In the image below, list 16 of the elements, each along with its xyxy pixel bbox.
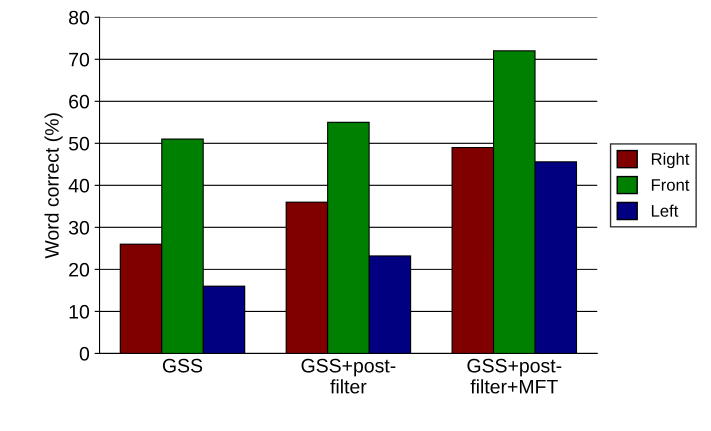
- x-tick-label: GSS: [162, 358, 202, 373]
- y-tick-label: 10: [70, 304, 90, 319]
- y-axis-title: Word correct (%): [44, 113, 63, 259]
- y-tick-label: 40: [68, 178, 90, 193]
- y-tick-label: 70: [69, 52, 90, 66]
- y-tick-label: 30: [68, 220, 90, 235]
- y-tick-label: 50: [68, 136, 90, 151]
- legend-label: Right: [652, 152, 690, 168]
- y-tick-label: 60: [69, 94, 90, 109]
- y-tick-label: 80: [69, 10, 90, 24]
- legend-label: Front: [652, 179, 690, 191]
- legend-label: Left: [652, 204, 678, 217]
- x-tick-label: GSS+post- filter: [302, 358, 396, 394]
- x-tick-label: GSS+post- filter+MFT: [467, 358, 562, 394]
- y-tick-label: 20: [69, 262, 90, 277]
- y-tick-label: 0: [80, 346, 90, 361]
